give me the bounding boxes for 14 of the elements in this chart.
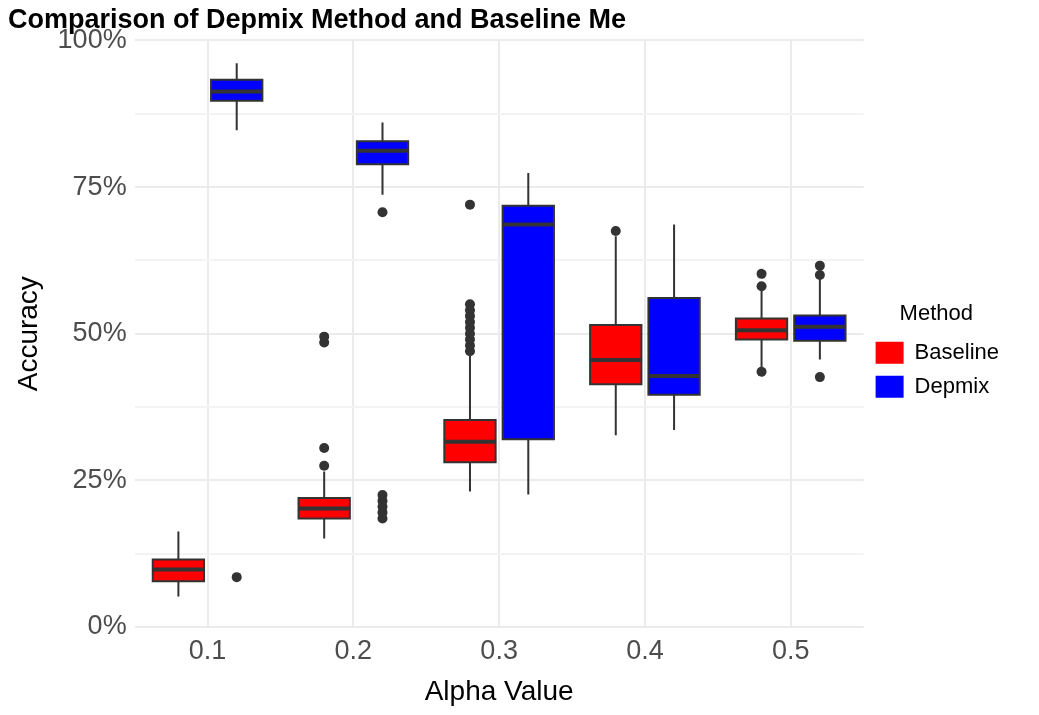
x-tick-label: 0.2 [334, 634, 373, 665]
y-tick-label: 75% [72, 170, 127, 201]
legend-label: Baseline [914, 338, 999, 364]
y-tick-label: 0% [87, 610, 127, 641]
legend-title: Method [899, 300, 973, 326]
x-tick-label: 0.1 [188, 634, 227, 665]
x-tick-label: 0.5 [771, 634, 810, 665]
x-tick-label: 0.4 [626, 634, 664, 665]
x-axis-title: Alpha Value [424, 674, 574, 706]
x-tick-label: 0.3 [480, 634, 518, 665]
y-axis-title: Accuracy [11, 276, 43, 392]
y-tick-label: 25% [72, 463, 127, 494]
legend-label: Depmix [914, 372, 990, 398]
y-tick-label: 50% [72, 317, 127, 348]
